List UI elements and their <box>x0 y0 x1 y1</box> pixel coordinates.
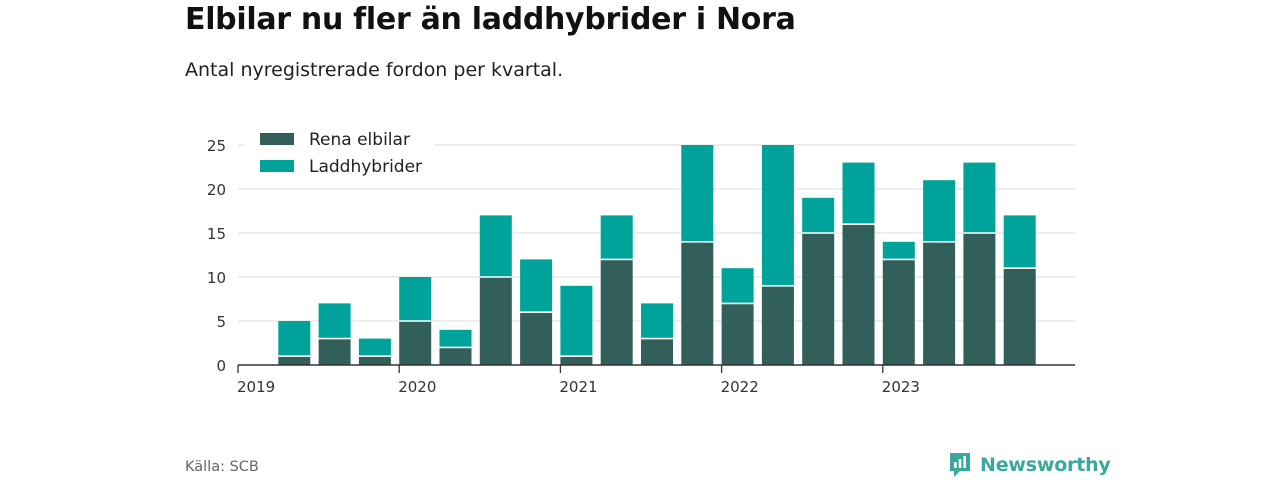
bar-rena-elbilar <box>882 259 915 365</box>
bar-laddhybrider <box>802 197 835 233</box>
bar-laddhybrider <box>842 162 875 225</box>
brand-name: Newsworthy <box>980 454 1111 476</box>
axes: 0 5 10 15 20 25 2019 2020 2021 2022 2023 <box>207 137 1075 396</box>
y-tick-label: 10 <box>207 269 226 287</box>
bar-rena-elbilar <box>1003 268 1036 365</box>
bar-laddhybrider <box>1003 215 1036 269</box>
bar-laddhybrider <box>761 145 794 286</box>
y-tick-label: 0 <box>216 357 226 375</box>
x-tick-label: 2019 <box>237 378 275 396</box>
legend-swatch-laddhybrider <box>260 160 294 172</box>
bar-rena-elbilar <box>681 241 714 365</box>
bar-laddhybrider <box>923 180 956 242</box>
chart-subtitle: Antal nyregistrerade fordon per kvartal. <box>185 59 564 81</box>
bar-rena-elbilar <box>802 233 835 365</box>
bar-rena-elbilar <box>641 338 673 365</box>
bar-laddhybrider <box>520 259 553 313</box>
bar-laddhybrider <box>318 303 351 339</box>
x-tick-label: 2021 <box>559 378 597 396</box>
bar-laddhybrider <box>641 303 673 339</box>
bar-rena-elbilar <box>318 338 351 365</box>
x-tick-label: 2023 <box>882 378 920 396</box>
bar-rena-elbilar <box>761 285 794 365</box>
legend: Rena elbilar Laddhybrider <box>244 126 434 182</box>
bar-rena-elbilar <box>842 224 875 365</box>
bar-laddhybrider <box>358 338 391 357</box>
bar-laddhybrider <box>963 162 996 233</box>
newsworthy-logo-icon <box>950 453 970 477</box>
bar-laddhybrider <box>681 145 714 242</box>
y-tick-label: 5 <box>216 313 226 331</box>
legend-swatch-rena-elbilar <box>260 133 294 145</box>
bar-laddhybrider <box>278 321 311 357</box>
bar-rena-elbilar <box>399 321 432 365</box>
x-tick-label: 2022 <box>721 378 759 396</box>
y-tick-label: 15 <box>207 225 226 243</box>
bar-rena-elbilar <box>560 356 593 365</box>
bar-laddhybrider <box>721 268 754 304</box>
bar-rena-elbilar <box>600 259 633 365</box>
bars <box>278 145 1036 365</box>
bar-laddhybrider <box>882 241 915 260</box>
chart-title: Elbilar nu fler än laddhybrider i Nora <box>185 2 796 37</box>
bar-rena-elbilar <box>923 241 956 365</box>
bar-rena-elbilar <box>358 356 391 365</box>
y-tick-label: 25 <box>207 137 226 155</box>
x-tick-label: 2020 <box>398 378 436 396</box>
bar-rena-elbilar <box>963 233 996 365</box>
bar-rena-elbilar <box>278 356 311 365</box>
bar-rena-elbilar <box>721 303 754 365</box>
bar-rena-elbilar <box>439 347 472 365</box>
brand-logo[interactable]: Newsworthy <box>948 451 1111 479</box>
source-note: Källa: SCB <box>185 459 259 475</box>
legend-label: Rena elbilar <box>309 130 410 150</box>
bar-rena-elbilar <box>520 312 553 365</box>
bar-laddhybrider <box>399 277 432 321</box>
legend-label: Laddhybrider <box>309 157 422 177</box>
bar-rena-elbilar <box>479 277 512 365</box>
bar-laddhybrider <box>600 215 633 260</box>
bar-laddhybrider <box>479 215 512 277</box>
y-tick-label: 20 <box>207 181 226 199</box>
bar-laddhybrider <box>560 285 593 357</box>
bar-laddhybrider <box>439 329 472 348</box>
